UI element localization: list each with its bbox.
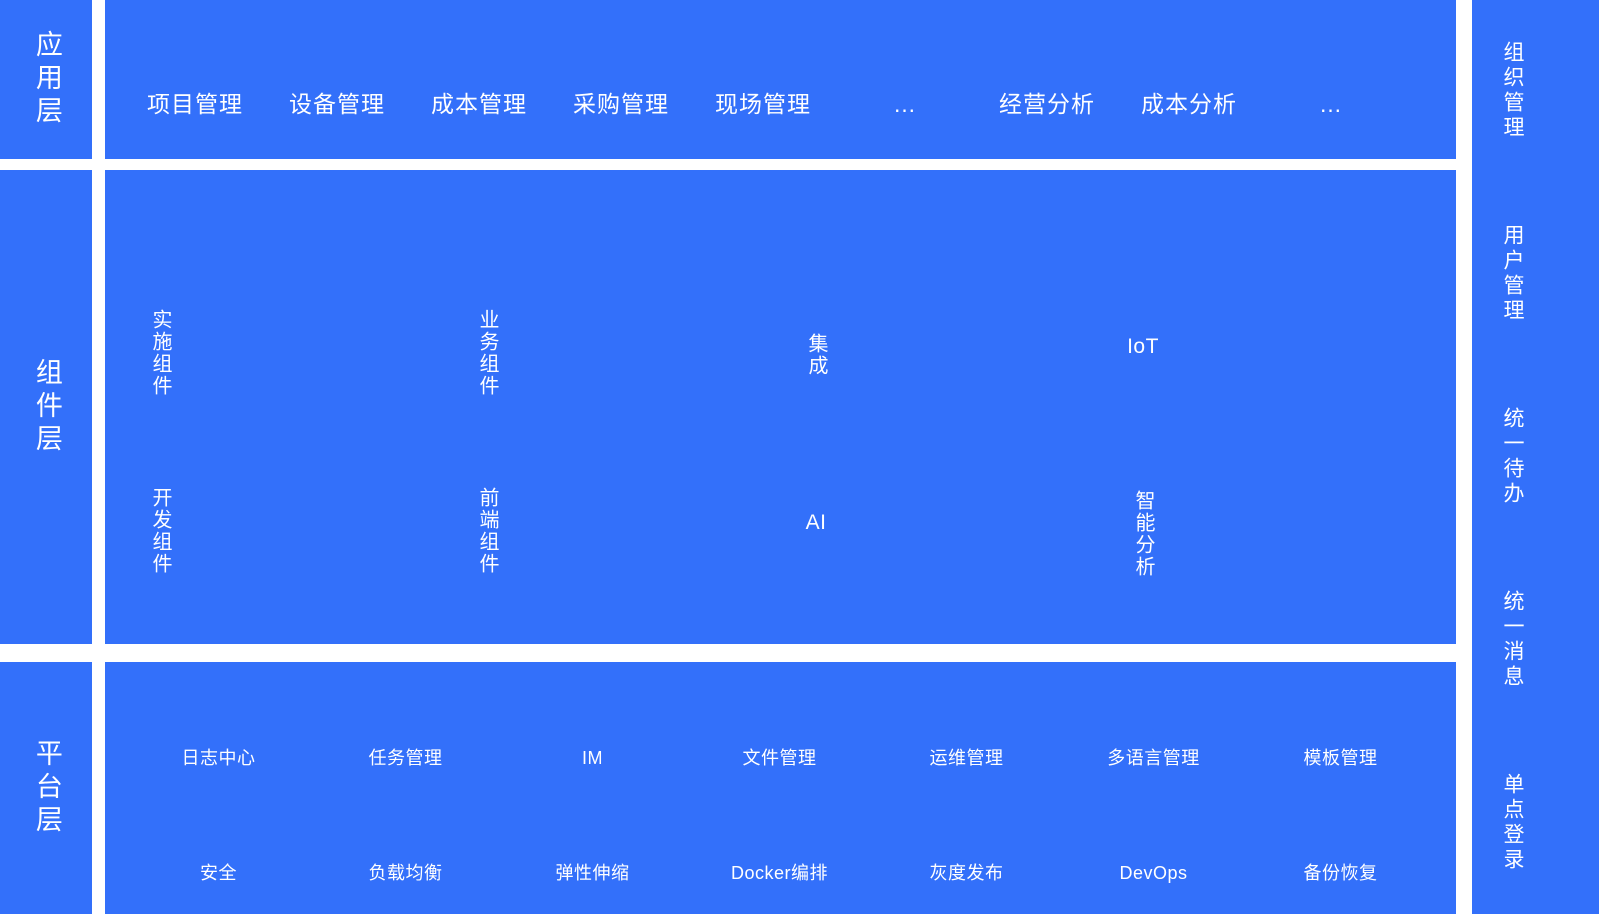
ellipsis-more-modules: …: [1319, 91, 1343, 117]
platform-module: 任务管理: [368, 748, 443, 768]
application-layer-rail: 应用层: [0, 0, 92, 159]
component-module-iot: IoT: [1127, 335, 1159, 358]
component-module: 业务组件: [476, 309, 498, 397]
platform-module: 负载均衡: [368, 863, 443, 883]
component-module: 集成: [805, 333, 827, 377]
shared-service: 组织管理: [1501, 41, 1525, 142]
component-module: 开发组件: [149, 487, 171, 575]
platform-module: Docker编排: [730, 863, 828, 883]
platform-module-row: 安全 负载均衡 弹性伸缩 Docker编排 灰度发布 DevOps 备份恢复: [105, 862, 1456, 884]
component-module: 实施组件: [149, 309, 171, 397]
platform-module-row: 日志中心 任务管理 IM 文件管理 运维管理 多语言管理 模板管理: [105, 747, 1456, 769]
app-module: 现场管理: [715, 91, 811, 117]
platform-module: 运维管理: [929, 748, 1004, 768]
platform-module: 备份恢复: [1303, 863, 1378, 883]
shared-service: 统一待办: [1501, 406, 1525, 507]
application-module-row: 项目管理 设备管理 成本管理 采购管理 现场管理 … 经营分析 成本分析 …: [105, 0, 1456, 118]
app-module: 项目管理: [147, 91, 243, 117]
platform-module: 模板管理: [1303, 748, 1378, 768]
component-module: 智能分析: [1132, 490, 1154, 578]
shared-service: 单点登录: [1501, 772, 1525, 873]
layer-label-component: 组件层: [31, 357, 62, 457]
platform-layer-panel: 日志中心 任务管理 IM 文件管理 运维管理 多语言管理 模板管理 安全 负载均…: [105, 662, 1456, 914]
platform-module: 弹性伸缩: [555, 863, 630, 883]
app-module: 成本管理: [431, 91, 527, 117]
layer-label-application: 应用层: [31, 30, 62, 129]
platform-layer-rail: 平台层: [0, 662, 92, 914]
app-module: 经营分析: [999, 91, 1095, 117]
shared-services-rail: 组织管理 用户管理 统一待办 统一消息 单点登录: [1472, 0, 1599, 914]
platform-module: 安全: [200, 863, 237, 883]
component-layer-rail: 组件层: [0, 170, 92, 644]
platform-module: 文件管理: [742, 748, 817, 768]
component-module-ai: AI: [805, 511, 827, 534]
app-module: 采购管理: [573, 91, 669, 117]
app-module: 成本分析: [1141, 91, 1237, 117]
component-layer-panel: 实施组件 业务组件 集成 IoT 开发组件 前端组件 AI 智能分析: [105, 170, 1456, 644]
ellipsis-more-modules: …: [893, 91, 917, 117]
shared-service: 统一消息: [1501, 589, 1525, 690]
platform-module: IM: [582, 748, 603, 768]
component-module: 前端组件: [476, 487, 498, 575]
platform-module: DevOps: [1119, 863, 1188, 883]
application-layer-panel: 项目管理 设备管理 成本管理 采购管理 现场管理 … 经营分析 成本分析 …: [105, 0, 1456, 159]
platform-module: 日志中心: [181, 748, 256, 768]
platform-module: 灰度发布: [929, 863, 1004, 883]
app-module: 设备管理: [289, 91, 385, 117]
platform-module: 多语言管理: [1107, 748, 1200, 768]
shared-service: 用户管理: [1501, 224, 1525, 325]
layer-label-platform: 平台层: [31, 738, 62, 838]
